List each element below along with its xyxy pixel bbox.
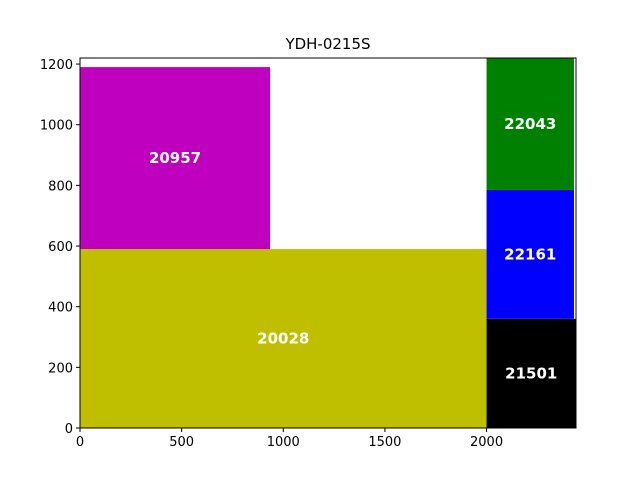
rectangle-label: 20957: [149, 149, 201, 167]
rectangles-layer: 20028 20957 21501 22161 22043: [80, 58, 576, 428]
y-tick-label: 400: [48, 301, 73, 316]
rectangle-22043: [486, 58, 574, 190]
rectangle-label: 20028: [257, 330, 309, 348]
rectangle-label: 22161: [504, 245, 556, 263]
rectangle-22161: [486, 189, 574, 319]
x-tick-label: 2000: [470, 435, 503, 450]
y-tick-label: 1000: [40, 119, 73, 134]
y-axis: 0 200 400 600 800 1000 1200: [40, 58, 80, 437]
rectangle-label: 22043: [504, 115, 556, 133]
rectangle-label: 21501: [505, 364, 557, 382]
x-axis: 0 500 1000 1500 2000: [76, 428, 503, 450]
y-tick-label: 0: [65, 422, 73, 437]
rectangle-20028: [80, 249, 487, 428]
y-tick-label: 600: [48, 240, 73, 255]
x-tick-label: 1000: [267, 435, 300, 450]
rectangle-21501: [486, 318, 576, 428]
chart-title: YDH-0215S: [284, 35, 370, 53]
y-tick-label: 200: [48, 361, 73, 376]
x-tick-label: 0: [76, 435, 84, 450]
y-tick-label: 1200: [40, 58, 73, 73]
rectangle-20957: [80, 67, 271, 250]
x-tick-label: 500: [169, 435, 194, 450]
plot-frame: [79, 57, 577, 429]
x-tick-label: 1500: [368, 435, 401, 450]
y-tick-label: 800: [48, 179, 73, 194]
